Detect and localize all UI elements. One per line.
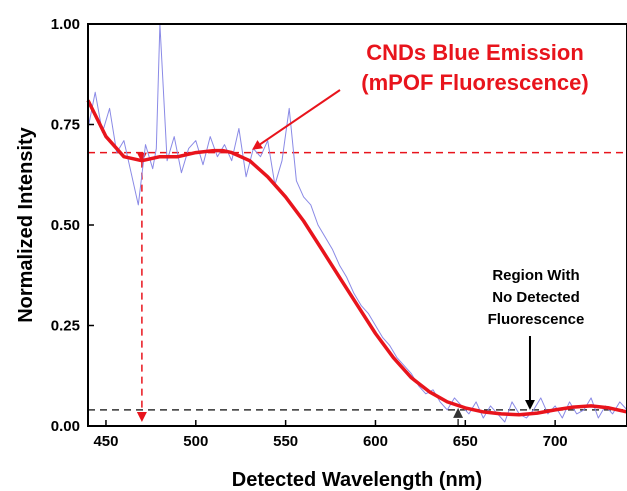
- x-tick-label: 650: [453, 433, 478, 450]
- annotation-region-line: Fluorescence: [488, 311, 585, 328]
- y-tick-label: 0.50: [51, 217, 80, 234]
- x-axis-label: Detected Wavelength (nm): [232, 469, 482, 491]
- annotation-cnds-line: CNDs Blue Emission: [366, 40, 584, 65]
- annotation-cnds-emission: CNDs Blue Emission (mPOF Fluorescence): [252, 40, 589, 150]
- fit-curve: [86, 99, 627, 417]
- x-tick-label: 500: [183, 433, 208, 450]
- axis-ticks: 450 500 550 600 650 700 0.00 0.25 0.50 0.75 1.00: [51, 16, 568, 450]
- y-tick-label: 1.00: [51, 16, 80, 33]
- annotation-no-fluorescence: Region With No Detected Fluorescence: [488, 267, 585, 410]
- x-tick-label: 550: [273, 433, 298, 450]
- raw-spectrum-line: [87, 23, 627, 423]
- x-tick-label: 700: [543, 433, 568, 450]
- y-tick-label: 0.75: [51, 117, 80, 134]
- plot-area: [86, 23, 627, 426]
- y-axis-label: Normalized Intensity: [15, 126, 37, 322]
- x-tick-label: 600: [363, 433, 388, 450]
- annotation-cnds-arrow: [252, 89, 341, 150]
- x-tick-label: 450: [93, 433, 118, 450]
- annotation-region-line: Region With: [492, 267, 579, 284]
- y-tick-label: 0.00: [51, 418, 80, 435]
- annotation-cnds-line: (mPOF Fluorescence): [361, 70, 588, 95]
- annotations: CNDs Blue Emission (mPOF Fluorescence) Reg…: [252, 40, 589, 410]
- y-tick-label: 0.25: [51, 318, 80, 335]
- annotation-region-line: No Detected: [492, 289, 580, 306]
